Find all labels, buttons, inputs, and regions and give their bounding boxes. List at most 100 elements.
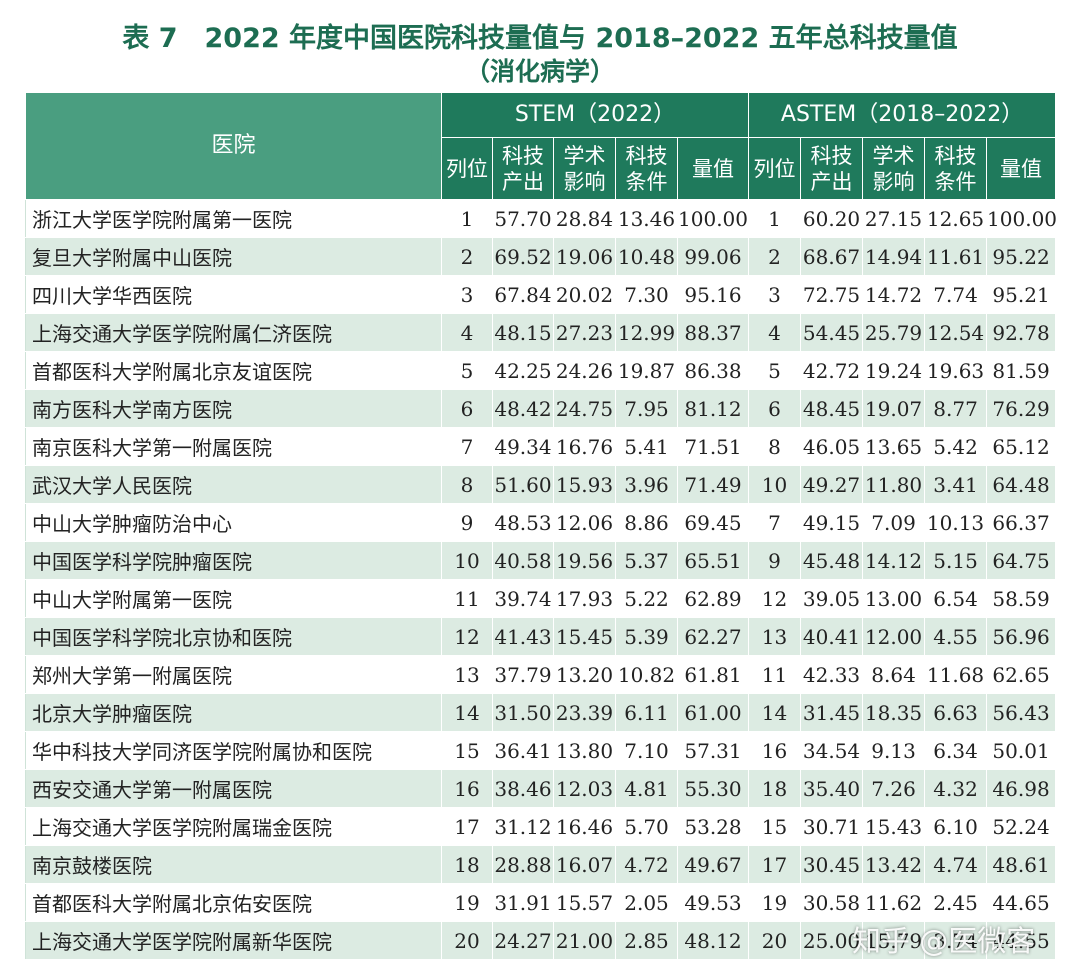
cell: 24.75 [553, 389, 616, 428]
cell: 60.20 [800, 199, 864, 238]
cell: 9 [441, 503, 493, 542]
cell: 15.93 [553, 465, 616, 504]
cell: 18.35 [862, 693, 926, 732]
cell: 5 [748, 351, 802, 390]
table-row: 中国医学科学院肿瘤医院 10 40.58 19.56 5.37 65.51 9 45.48 14… [25, 541, 1057, 580]
cell: 10 [441, 541, 493, 580]
cell: 88.37 [676, 313, 750, 352]
cell: 12 [441, 617, 493, 656]
cell: 49.67 [676, 845, 750, 884]
table-row: 南京医科大学第一附属医院 7 49.34 16.76 5.41 71.51 8 46.05 13… [25, 427, 1057, 466]
cell: 57.31 [676, 731, 750, 770]
cell: 10 [748, 465, 802, 504]
cell: 20 [441, 921, 493, 960]
cell: 27.15 [862, 199, 926, 238]
cell: 46.98 [986, 769, 1057, 808]
cell: 44.55 [986, 921, 1057, 960]
cell: 13 [748, 617, 802, 656]
cell: 92.78 [986, 313, 1057, 352]
cell: 12.00 [862, 617, 926, 656]
cell: 19.63 [924, 351, 988, 390]
hospital-name: 四川大学华西医院 [25, 275, 442, 314]
hospital-name: 中山大学肿瘤防治中心 [25, 503, 442, 542]
cell: 25.79 [862, 313, 926, 352]
cell: 50.01 [986, 731, 1057, 770]
cell: 18 [441, 845, 493, 884]
cell: 49.15 [800, 503, 864, 542]
cell: 12.99 [615, 313, 678, 352]
table-row: 华中科技大学同济医学院附属协和医院 15 36.41 13.80 7.10 57.31 16… [25, 731, 1057, 770]
cell: 28.84 [553, 199, 616, 238]
cell: 19.87 [615, 351, 678, 390]
hospital-name: 武汉大学人民医院 [25, 465, 442, 504]
column-header: 学术影响 [862, 137, 926, 200]
cell: 8.77 [924, 389, 988, 428]
cell: 49.53 [676, 883, 750, 922]
cell: 11.62 [862, 883, 926, 922]
cell: 3.74 [924, 921, 988, 960]
hospital-name: 南京医科大学第一附属医院 [25, 427, 442, 466]
cell: 13 [441, 655, 493, 694]
table-row: 复旦大学附属中山医院 2 69.52 19.06 10.48 99.06 2 68.67 14.… [25, 237, 1057, 276]
cell: 6.34 [924, 731, 988, 770]
ranking-table: 医院 STEM（2022） ASTEM（2018–2022） 列位 科技产出 学术影响 科技… [25, 92, 1057, 960]
table-row: 上海交通大学医学院附属仁济医院 4 48.15 27.23 12.99 88.37 4 54.… [25, 313, 1057, 352]
cell: 76.29 [986, 389, 1057, 428]
cell: 57.70 [492, 199, 554, 238]
cell: 1 [441, 199, 493, 238]
cell: 11 [748, 655, 802, 694]
cell: 19 [748, 883, 802, 922]
hospital-name: 中国医学科学院肿瘤医院 [25, 541, 442, 580]
cell: 24.26 [553, 351, 616, 390]
cell: 14.72 [862, 275, 926, 314]
cell: 3.96 [615, 465, 678, 504]
cell: 2 [441, 237, 493, 276]
cell: 40.41 [800, 617, 864, 656]
cell: 17 [441, 807, 493, 846]
cell: 8.64 [862, 655, 926, 694]
cell: 7.74 [924, 275, 988, 314]
cell: 7.30 [615, 275, 678, 314]
cell: 95.22 [986, 237, 1057, 276]
cell: 15.79 [862, 921, 926, 960]
column-header: 量值 [676, 137, 750, 200]
hospital-name: 郑州大学第一附属医院 [25, 655, 442, 694]
cell: 15.57 [553, 883, 616, 922]
cell: 19 [441, 883, 493, 922]
cell: 19.24 [862, 351, 926, 390]
cell: 69.52 [492, 237, 554, 276]
cell: 64.75 [986, 541, 1057, 580]
table-row: 四川大学华西医院 3 67.84 20.02 7.30 95.16 3 72.75 14.72 7… [25, 275, 1057, 314]
cell: 71.49 [676, 465, 750, 504]
cell: 5.70 [615, 807, 678, 846]
table-row: 首都医科大学附属北京友谊医院 5 42.25 24.26 19.87 86.38 5 42.7… [25, 351, 1057, 390]
cell: 4.74 [924, 845, 988, 884]
cell: 3 [441, 275, 493, 314]
cell: 10.82 [615, 655, 678, 694]
hospital-name: 首都医科大学附属北京佑安医院 [25, 883, 442, 922]
hospital-name: 上海交通大学医学院附属新华医院 [25, 921, 442, 960]
cell: 48.15 [492, 313, 554, 352]
table-row: 浙江大学医学院附属第一医院 1 57.70 28.84 13.46 100.00 1 60.2… [25, 199, 1057, 238]
cell: 100.00 [676, 199, 750, 238]
cell: 7 [441, 427, 493, 466]
table-header: 医院 STEM（2022） ASTEM（2018–2022） 列位 科技产出 学术影响 科技… [25, 92, 1057, 200]
watermark: 知乎 @医微客 [852, 924, 1036, 958]
cell: 65.12 [986, 427, 1057, 466]
cell: 7 [748, 503, 802, 542]
table-row: 北京大学肿瘤医院 14 31.50 23.39 6.11 61.00 14 31.45 18.3… [25, 693, 1057, 732]
cell: 16.46 [553, 807, 616, 846]
cell: 13.46 [615, 199, 678, 238]
hospital-name: 北京大学肿瘤医院 [25, 693, 442, 732]
cell: 44.65 [986, 883, 1057, 922]
cell: 6.63 [924, 693, 988, 732]
cell: 14 [441, 693, 493, 732]
cell: 68.67 [800, 237, 864, 276]
cell: 56.96 [986, 617, 1057, 656]
cell: 62.65 [986, 655, 1057, 694]
cell: 54.45 [800, 313, 864, 352]
cell: 16.76 [553, 427, 616, 466]
group-header: ASTEM（2018–2022） [748, 92, 1057, 138]
cell: 7.95 [615, 389, 678, 428]
subtitle: （消化病学） [464, 57, 615, 86]
